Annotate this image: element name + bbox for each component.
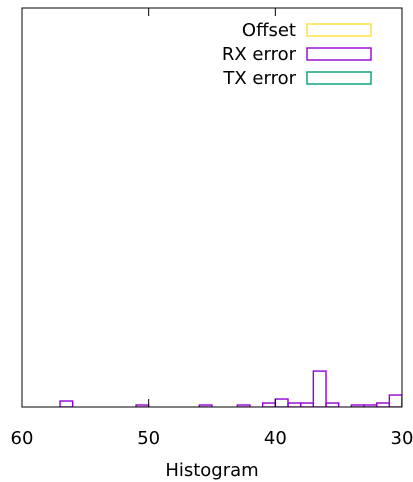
- x-tick-label: 30: [391, 428, 413, 449]
- histogram-bin: [236, 404, 251, 407]
- plot-frame: [21, 7, 403, 408]
- legend-label: RX error: [222, 44, 297, 65]
- legend-label: Offset: [242, 20, 296, 41]
- legend-swatch: [306, 47, 372, 61]
- histogram-bin: [375, 402, 391, 407]
- histogram-bin: [401, 398, 402, 407]
- legend: Offset RX error TX error: [222, 20, 372, 89]
- histogram-bin: [274, 398, 289, 407]
- histogram-bin: [59, 400, 74, 407]
- x-tick-label: 50: [137, 428, 160, 449]
- legend-label: TX error: [222, 68, 296, 89]
- histogram-bin: [388, 394, 402, 407]
- histogram-bin: [287, 402, 302, 407]
- x-tick-label: 60: [11, 428, 34, 449]
- histogram-bin: [325, 402, 340, 407]
- x-axis-label: Histogram: [165, 460, 258, 481]
- x-tick-label: 40: [264, 428, 287, 449]
- legend-swatch: [306, 23, 372, 37]
- histogram-bin: [299, 402, 315, 407]
- series-rx-error: [59, 370, 402, 407]
- histogram-bin: [198, 404, 213, 407]
- legend-swatch: [306, 71, 372, 85]
- histogram-bin: [312, 370, 327, 407]
- histogram-bin: [261, 402, 277, 407]
- x-ticks: 6050403020100102030: [11, 8, 413, 449]
